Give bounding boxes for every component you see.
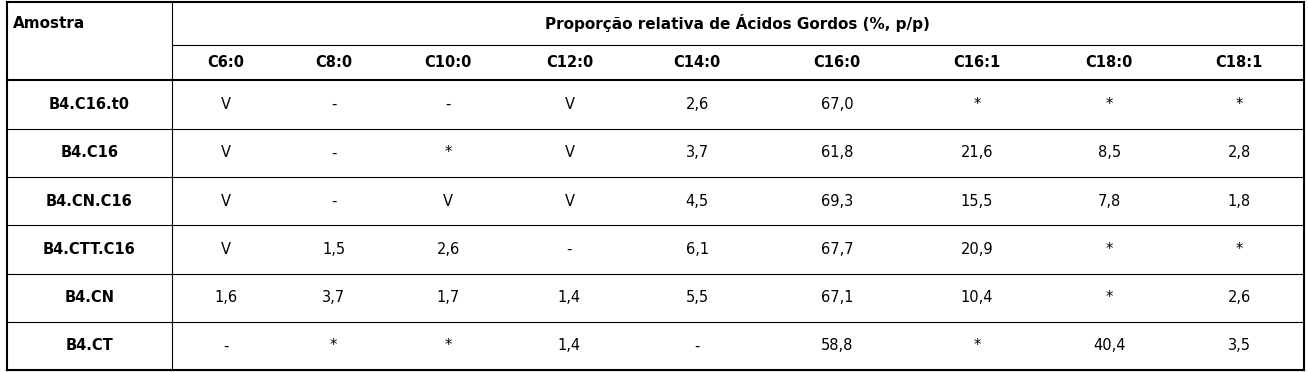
Text: Amostra: Amostra — [13, 16, 85, 31]
Text: 1,6: 1,6 — [215, 290, 237, 305]
Text: 1,4: 1,4 — [557, 339, 581, 353]
Text: *: * — [445, 339, 453, 353]
Text: 2,8: 2,8 — [1227, 145, 1250, 160]
Text: C16:0: C16:0 — [814, 55, 861, 70]
Text: C18:0: C18:0 — [1086, 55, 1133, 70]
Text: *: * — [445, 145, 453, 160]
Text: 1,5: 1,5 — [322, 242, 345, 257]
Text: *: * — [1105, 97, 1113, 112]
Text: V: V — [564, 145, 574, 160]
Text: 1,8: 1,8 — [1227, 194, 1250, 209]
Text: 15,5: 15,5 — [961, 194, 993, 209]
Text: 2,6: 2,6 — [437, 242, 460, 257]
Text: *: * — [1235, 242, 1243, 257]
Text: B4.C16.t0: B4.C16.t0 — [48, 97, 129, 112]
Text: -: - — [331, 97, 336, 112]
Text: 4,5: 4,5 — [685, 194, 709, 209]
Text: -: - — [446, 97, 451, 112]
Text: *: * — [973, 97, 981, 112]
Text: -: - — [331, 194, 336, 209]
Text: 61,8: 61,8 — [821, 145, 853, 160]
Text: V: V — [443, 194, 454, 209]
Text: *: * — [973, 339, 981, 353]
Text: 10,4: 10,4 — [960, 290, 993, 305]
Text: C14:0: C14:0 — [674, 55, 721, 70]
Text: 3,7: 3,7 — [322, 290, 345, 305]
Text: B4.CT: B4.CT — [65, 339, 112, 353]
Text: V: V — [221, 194, 230, 209]
Text: Proporção relativa de Ácidos Gordos (%, p/p): Proporção relativa de Ácidos Gordos (%, … — [545, 14, 930, 32]
Text: 3,7: 3,7 — [685, 145, 709, 160]
Text: B4.CTT.C16: B4.CTT.C16 — [43, 242, 136, 257]
Text: 6,1: 6,1 — [685, 242, 709, 257]
Text: 67,0: 67,0 — [820, 97, 853, 112]
Text: 20,9: 20,9 — [960, 242, 993, 257]
Text: V: V — [221, 97, 230, 112]
Text: 8,5: 8,5 — [1097, 145, 1121, 160]
Text: *: * — [330, 339, 337, 353]
Text: -: - — [331, 145, 336, 160]
Text: C6:0: C6:0 — [207, 55, 245, 70]
Text: 1,7: 1,7 — [437, 290, 460, 305]
Text: V: V — [564, 97, 574, 112]
Text: -: - — [566, 242, 572, 257]
Text: 58,8: 58,8 — [821, 339, 853, 353]
Text: *: * — [1235, 97, 1243, 112]
Text: V: V — [564, 194, 574, 209]
Text: B4.C16: B4.C16 — [60, 145, 118, 160]
Text: 69,3: 69,3 — [821, 194, 853, 209]
Text: C12:0: C12:0 — [545, 55, 593, 70]
Text: 7,8: 7,8 — [1097, 194, 1121, 209]
Text: C8:0: C8:0 — [315, 55, 352, 70]
Text: V: V — [221, 242, 230, 257]
Text: V: V — [221, 145, 230, 160]
Text: C18:1: C18:1 — [1215, 55, 1262, 70]
Text: 5,5: 5,5 — [685, 290, 709, 305]
Text: 2,6: 2,6 — [685, 97, 709, 112]
Text: 67,7: 67,7 — [820, 242, 853, 257]
Text: B4.CN: B4.CN — [64, 290, 114, 305]
Text: *: * — [1105, 242, 1113, 257]
Text: 67,1: 67,1 — [821, 290, 853, 305]
Text: 1,4: 1,4 — [557, 290, 581, 305]
Text: 2,6: 2,6 — [1227, 290, 1250, 305]
Text: C16:1: C16:1 — [954, 55, 1001, 70]
Text: 21,6: 21,6 — [960, 145, 993, 160]
Text: -: - — [695, 339, 700, 353]
Text: -: - — [224, 339, 229, 353]
Text: B4.CN.C16: B4.CN.C16 — [46, 194, 132, 209]
Text: *: * — [1105, 290, 1113, 305]
Text: 3,5: 3,5 — [1228, 339, 1250, 353]
Text: C10:0: C10:0 — [425, 55, 472, 70]
Text: 40,4: 40,4 — [1093, 339, 1125, 353]
